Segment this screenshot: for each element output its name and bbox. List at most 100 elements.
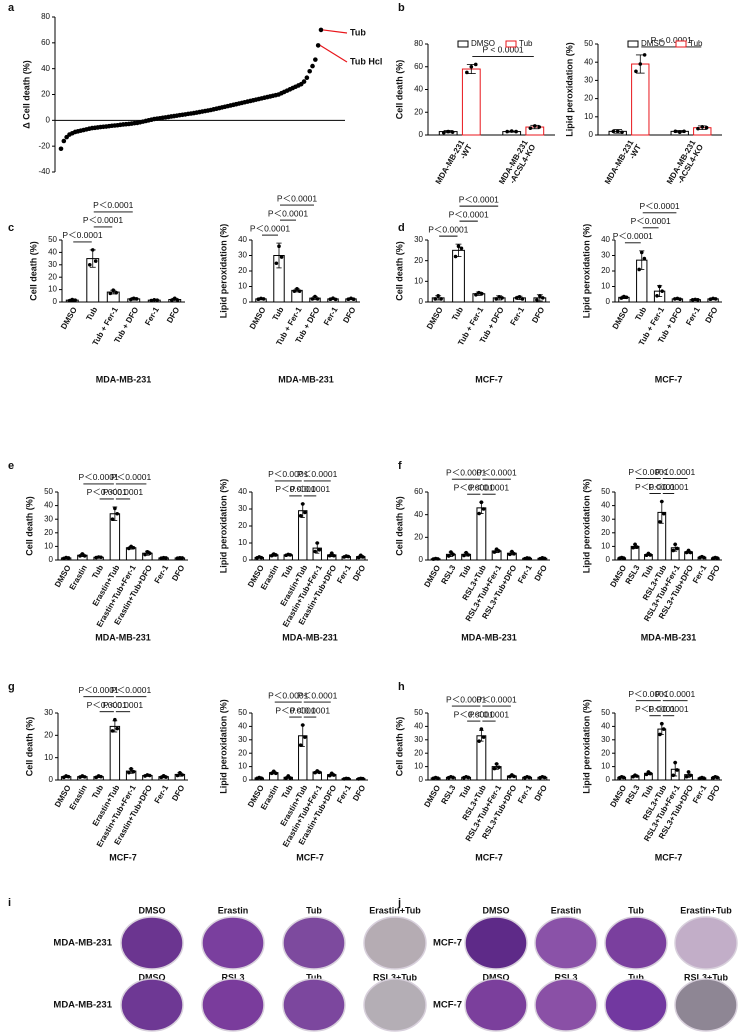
y-tick-label: 0 [419, 297, 424, 306]
replicate-point [660, 499, 664, 504]
replicate-point [439, 297, 443, 301]
replicate-point [315, 297, 320, 301]
point [310, 63, 315, 69]
x-tick-label: Fer-1 [516, 563, 534, 585]
replicate-point [492, 766, 497, 771]
y-tick-label: 0 [243, 775, 248, 784]
well-label: Tub [628, 972, 644, 982]
replicate-point [449, 550, 453, 554]
well-label: RSL3+Tub [373, 972, 418, 982]
x-tick-label: Tub [90, 563, 105, 580]
replicate-point [677, 130, 682, 135]
significance-label: P＜0.0001 [87, 700, 127, 710]
replicate-point [696, 126, 700, 131]
replicate-point [477, 290, 481, 295]
replicate-point [110, 729, 115, 733]
y-tick-label: 10 [44, 542, 53, 551]
significance-label: P＜0.0001 [268, 208, 308, 218]
replicate-point [351, 297, 356, 302]
x-tick-label: DFO [341, 306, 357, 325]
replicate-point [261, 297, 266, 301]
significance-label: P＜0.0001 [655, 467, 695, 477]
replicate-point [90, 248, 95, 252]
x-tick-label: RSL3 [439, 563, 457, 586]
replicate-point [78, 554, 82, 558]
replicate-point [658, 732, 662, 737]
y-axis-label: Lipid peroxidation (%) [218, 479, 228, 574]
well [534, 978, 598, 1032]
y-tick-label: 50 [601, 487, 610, 496]
replicate-point [114, 290, 119, 295]
significance-label: P＜0.0001 [631, 216, 671, 226]
replicate-point [512, 774, 516, 779]
y-tick-label: 0 [49, 775, 54, 784]
x-tick-label: DMSO [608, 784, 628, 809]
replicate-point [277, 244, 281, 248]
replicate-point [279, 255, 284, 259]
replicate-point [451, 775, 455, 780]
x-tick-label: Tub [450, 305, 465, 322]
replicate-point [180, 773, 185, 777]
y-axis-label: Cell death (%) [394, 241, 404, 301]
replicate-point [479, 500, 484, 505]
replicate-point [675, 546, 679, 551]
well [282, 916, 346, 970]
x-tick-label: Fer-1 [153, 783, 171, 805]
replicate-point [67, 298, 72, 303]
y-axis-label: Lipid peroxidation (%) [581, 224, 591, 319]
significance-label: P＜0.0001 [290, 705, 330, 715]
replicate-point [611, 129, 616, 134]
cell-line-label: MDA-MB-231 [53, 938, 112, 949]
x-tick-label: MDA-MB-231-ACSL4-KO [497, 138, 537, 190]
y-tick-label: 0 [419, 130, 424, 139]
y-tick-label: 80 [41, 12, 50, 21]
well-label: DMSO [483, 905, 510, 915]
replicate-point [514, 296, 519, 300]
y-tick-label: 20 [584, 94, 593, 103]
replicate-point [538, 294, 542, 298]
y-axis-label: Cell death (%) [394, 60, 404, 120]
replicate-point [537, 125, 542, 129]
bar [109, 725, 121, 781]
y-tick-label: 30 [44, 708, 53, 717]
replicate-point [131, 296, 136, 301]
y-tick-label: 10 [601, 282, 610, 291]
replicate-point [274, 261, 279, 266]
y-tick-label: 50 [414, 708, 423, 717]
panel-label: i [8, 897, 11, 909]
replicate-point [346, 554, 351, 559]
y-tick-label: 50 [44, 487, 53, 496]
replicate-point [474, 292, 478, 297]
y-tick-label: 40 [414, 85, 423, 94]
replicate-point [497, 549, 501, 553]
significance-label: P＜0.0001 [103, 700, 143, 710]
x-tick-label: DFO [706, 564, 722, 583]
replicate-point [259, 776, 264, 780]
x-tick-label: DFO [703, 306, 719, 325]
replicate-point [288, 776, 293, 780]
replicate-point [126, 546, 131, 551]
replicate-point [295, 287, 299, 291]
replicate-point [329, 551, 334, 555]
bar [461, 68, 481, 136]
y-tick-label: 60 [41, 38, 50, 47]
replicate-point [497, 295, 501, 299]
y-tick-label: 20 [41, 90, 50, 99]
significance-label: P＜0.0001 [446, 467, 486, 477]
replicate-point [111, 288, 116, 293]
replicate-point [99, 555, 103, 560]
replicate-point [436, 557, 440, 561]
replicate-point [129, 767, 133, 771]
y-axis-label: Lipid peroxidation (%) [581, 699, 591, 794]
point [304, 75, 310, 81]
replicate-point [678, 297, 682, 302]
x-axis-label: MDA-MB-231 [278, 374, 334, 384]
significance-label: P＜0.0001 [459, 194, 499, 204]
replicate-point [542, 775, 547, 780]
replicate-point [620, 130, 624, 135]
replicate-point [702, 776, 706, 780]
well [363, 978, 427, 1032]
point [315, 43, 321, 48]
significance-label: P＜0.0001 [446, 694, 486, 704]
replicate-point [512, 551, 516, 556]
